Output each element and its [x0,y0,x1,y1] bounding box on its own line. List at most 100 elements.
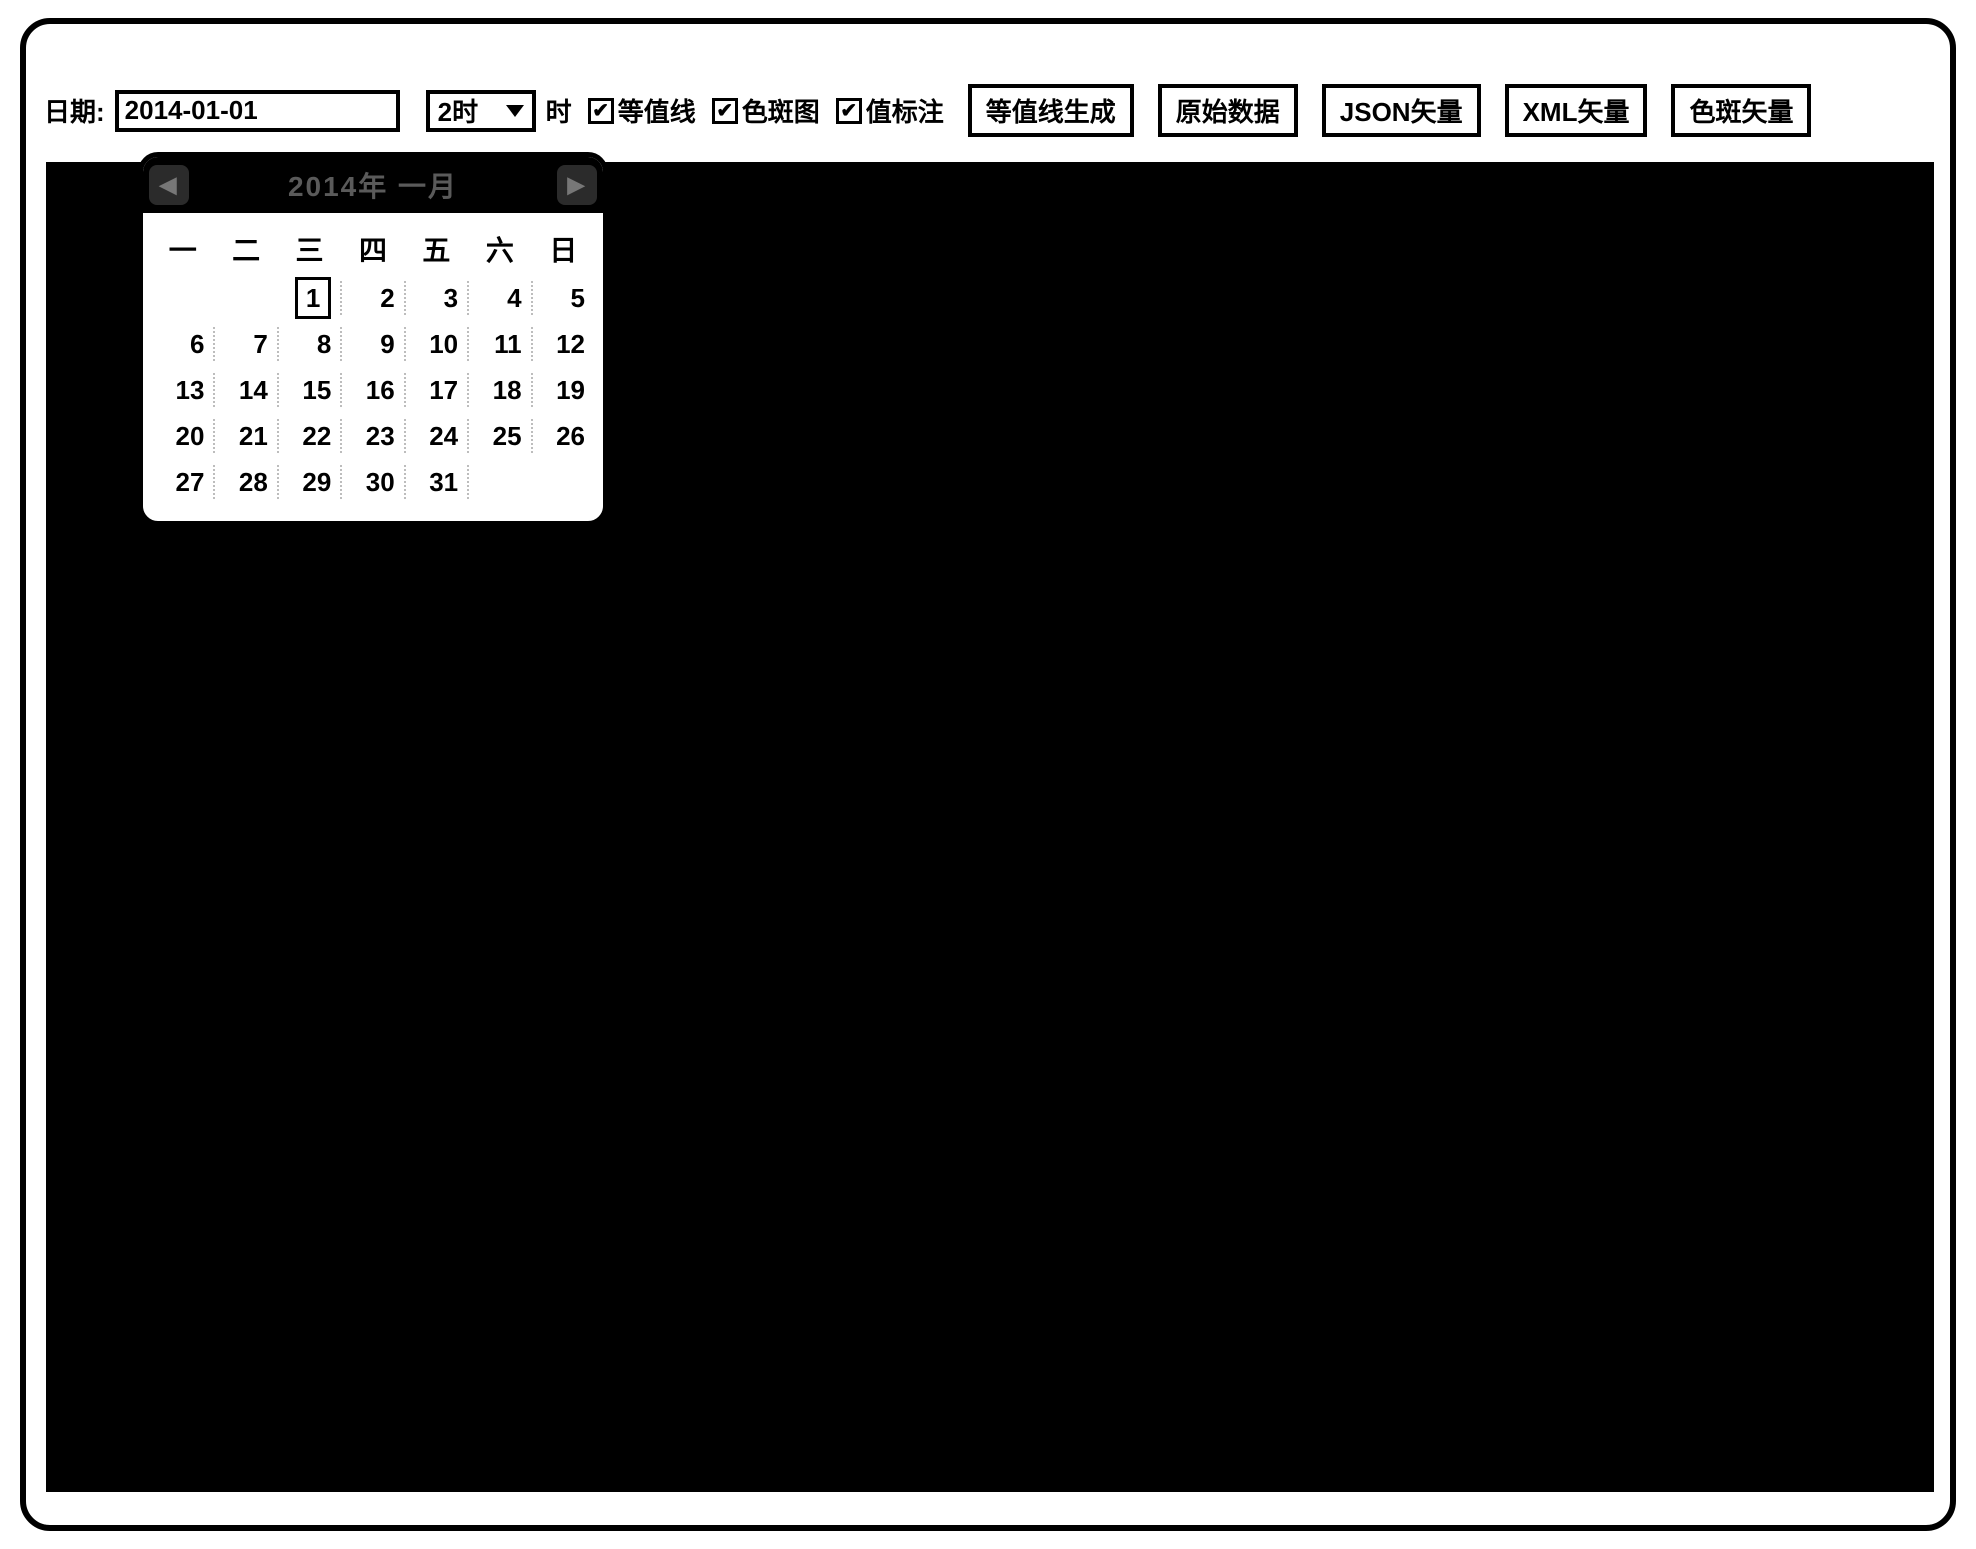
datepicker-day[interactable]: 5 [532,275,595,321]
checkbox-label: 等值线 [618,92,696,129]
check-icon: ✔ [588,98,614,124]
checkbox-valuelabel[interactable]: ✔ 值标注 [836,92,944,129]
datepicker-empty [532,459,595,505]
datepicker-dow: 六 [468,219,531,275]
day-number: 18 [493,375,522,406]
day-number: 10 [429,329,458,360]
day-number: 13 [176,375,205,406]
day-number: 29 [302,467,331,498]
datepicker-dow: 一 [151,219,214,275]
day-number: 20 [176,421,205,452]
day-number: 25 [493,421,522,452]
day-number: 2 [380,283,394,314]
datepicker-day[interactable]: 14 [214,367,277,413]
day-number: 6 [190,329,204,360]
datepicker-dow: 四 [341,219,404,275]
check-icon: ✔ [836,98,862,124]
hour-select[interactable]: 2时 [426,90,536,132]
datepicker-header: ◀ 2014年 一月 ▶ [143,157,603,213]
datepicker-day[interactable]: 3 [405,275,468,321]
json-vector-button[interactable]: JSON矢量 [1322,84,1481,137]
day-number: 11 [494,329,522,360]
prev-month-button[interactable]: ◀ [149,165,189,205]
datepicker-day[interactable]: 17 [405,367,468,413]
day-number: 16 [366,375,395,406]
day-number: 31 [429,467,458,498]
xml-vector-button[interactable]: XML矢量 [1505,84,1648,137]
datepicker-day[interactable]: 6 [151,321,214,367]
datepicker-day[interactable]: 18 [468,367,531,413]
checkbox-contour[interactable]: ✔ 等值线 [588,92,696,129]
hour-suffix: 时 [546,92,572,129]
datepicker-day[interactable]: 19 [532,367,595,413]
datepicker-day[interactable]: 22 [278,413,341,459]
datepicker-day[interactable]: 21 [214,413,277,459]
next-month-button[interactable]: ▶ [557,165,597,205]
datepicker-dow: 日 [532,219,595,275]
datepicker-grid: 一二三四五六日123456789101112131415161718192021… [143,213,603,521]
datepicker-day[interactable]: 8 [278,321,341,367]
toolbar: 日期: 2时 时 ✔ 等值线 ✔ 色斑图 ✔ 值标注 等值线生成 原始数据 JS… [44,84,1811,137]
datepicker-dow: 五 [405,219,468,275]
day-number: 19 [556,375,585,406]
datepicker-popup: ◀ 2014年 一月 ▶ 一二三四五六日12345678910111213141… [138,152,608,526]
chevron-left-icon: ◀ [160,172,179,198]
raw-data-button[interactable]: 原始数据 [1158,84,1298,137]
datepicker-day[interactable]: 16 [341,367,404,413]
day-number: 12 [556,329,585,360]
day-number: 24 [429,421,458,452]
day-number: 28 [239,467,268,498]
day-number: 1 [295,277,331,319]
datepicker-day[interactable]: 10 [405,321,468,367]
checkbox-label: 色斑图 [742,92,820,129]
datepicker-day[interactable]: 26 [532,413,595,459]
checkbox-label: 值标注 [866,92,944,129]
datepicker-day[interactable]: 4 [468,275,531,321]
color-vector-button[interactable]: 色斑矢量 [1671,84,1811,137]
datepicker-day[interactable]: 30 [341,459,404,505]
datepicker-day[interactable]: 31 [405,459,468,505]
datepicker-day[interactable]: 23 [341,413,404,459]
datepicker-day[interactable]: 15 [278,367,341,413]
hour-select-value: 2时 [438,92,478,129]
datepicker-title: 2014年 一月 [288,165,458,205]
day-number: 14 [239,375,268,406]
chevron-down-icon [506,105,524,117]
day-number: 8 [317,329,331,360]
datepicker-dow: 二 [214,219,277,275]
datepicker-day[interactable]: 27 [151,459,214,505]
day-number: 3 [444,283,458,314]
day-number: 5 [571,283,585,314]
datepicker-day[interactable]: 24 [405,413,468,459]
datepicker-day[interactable]: 1 [278,275,341,321]
datepicker-day[interactable]: 9 [341,321,404,367]
datepicker-day[interactable]: 25 [468,413,531,459]
datepicker-day[interactable]: 28 [214,459,277,505]
datepicker-empty [468,459,531,505]
date-input[interactable] [115,90,400,132]
chevron-right-icon: ▶ [568,172,587,198]
day-number: 26 [556,421,585,452]
day-number: 15 [302,375,331,406]
check-icon: ✔ [712,98,738,124]
day-number: 21 [239,421,268,452]
day-number: 30 [366,467,395,498]
datepicker-day[interactable]: 20 [151,413,214,459]
generate-contour-button[interactable]: 等值线生成 [968,84,1134,137]
datepicker-day[interactable]: 12 [532,321,595,367]
datepicker-empty [214,275,277,321]
app-frame: 日期: 2时 时 ✔ 等值线 ✔ 色斑图 ✔ 值标注 等值线生成 原始数据 JS… [20,18,1956,1531]
day-number: 9 [380,329,394,360]
checkbox-colormap[interactable]: ✔ 色斑图 [712,92,820,129]
datepicker-day[interactable]: 13 [151,367,214,413]
datepicker-day[interactable]: 2 [341,275,404,321]
datepicker-day[interactable]: 11 [468,321,531,367]
datepicker-empty [151,275,214,321]
datepicker-day[interactable]: 29 [278,459,341,505]
datepicker-day[interactable]: 7 [214,321,277,367]
day-number: 4 [507,283,521,314]
day-number: 27 [176,467,205,498]
day-number: 23 [366,421,395,452]
day-number: 17 [429,375,458,406]
datepicker-dow: 三 [278,219,341,275]
